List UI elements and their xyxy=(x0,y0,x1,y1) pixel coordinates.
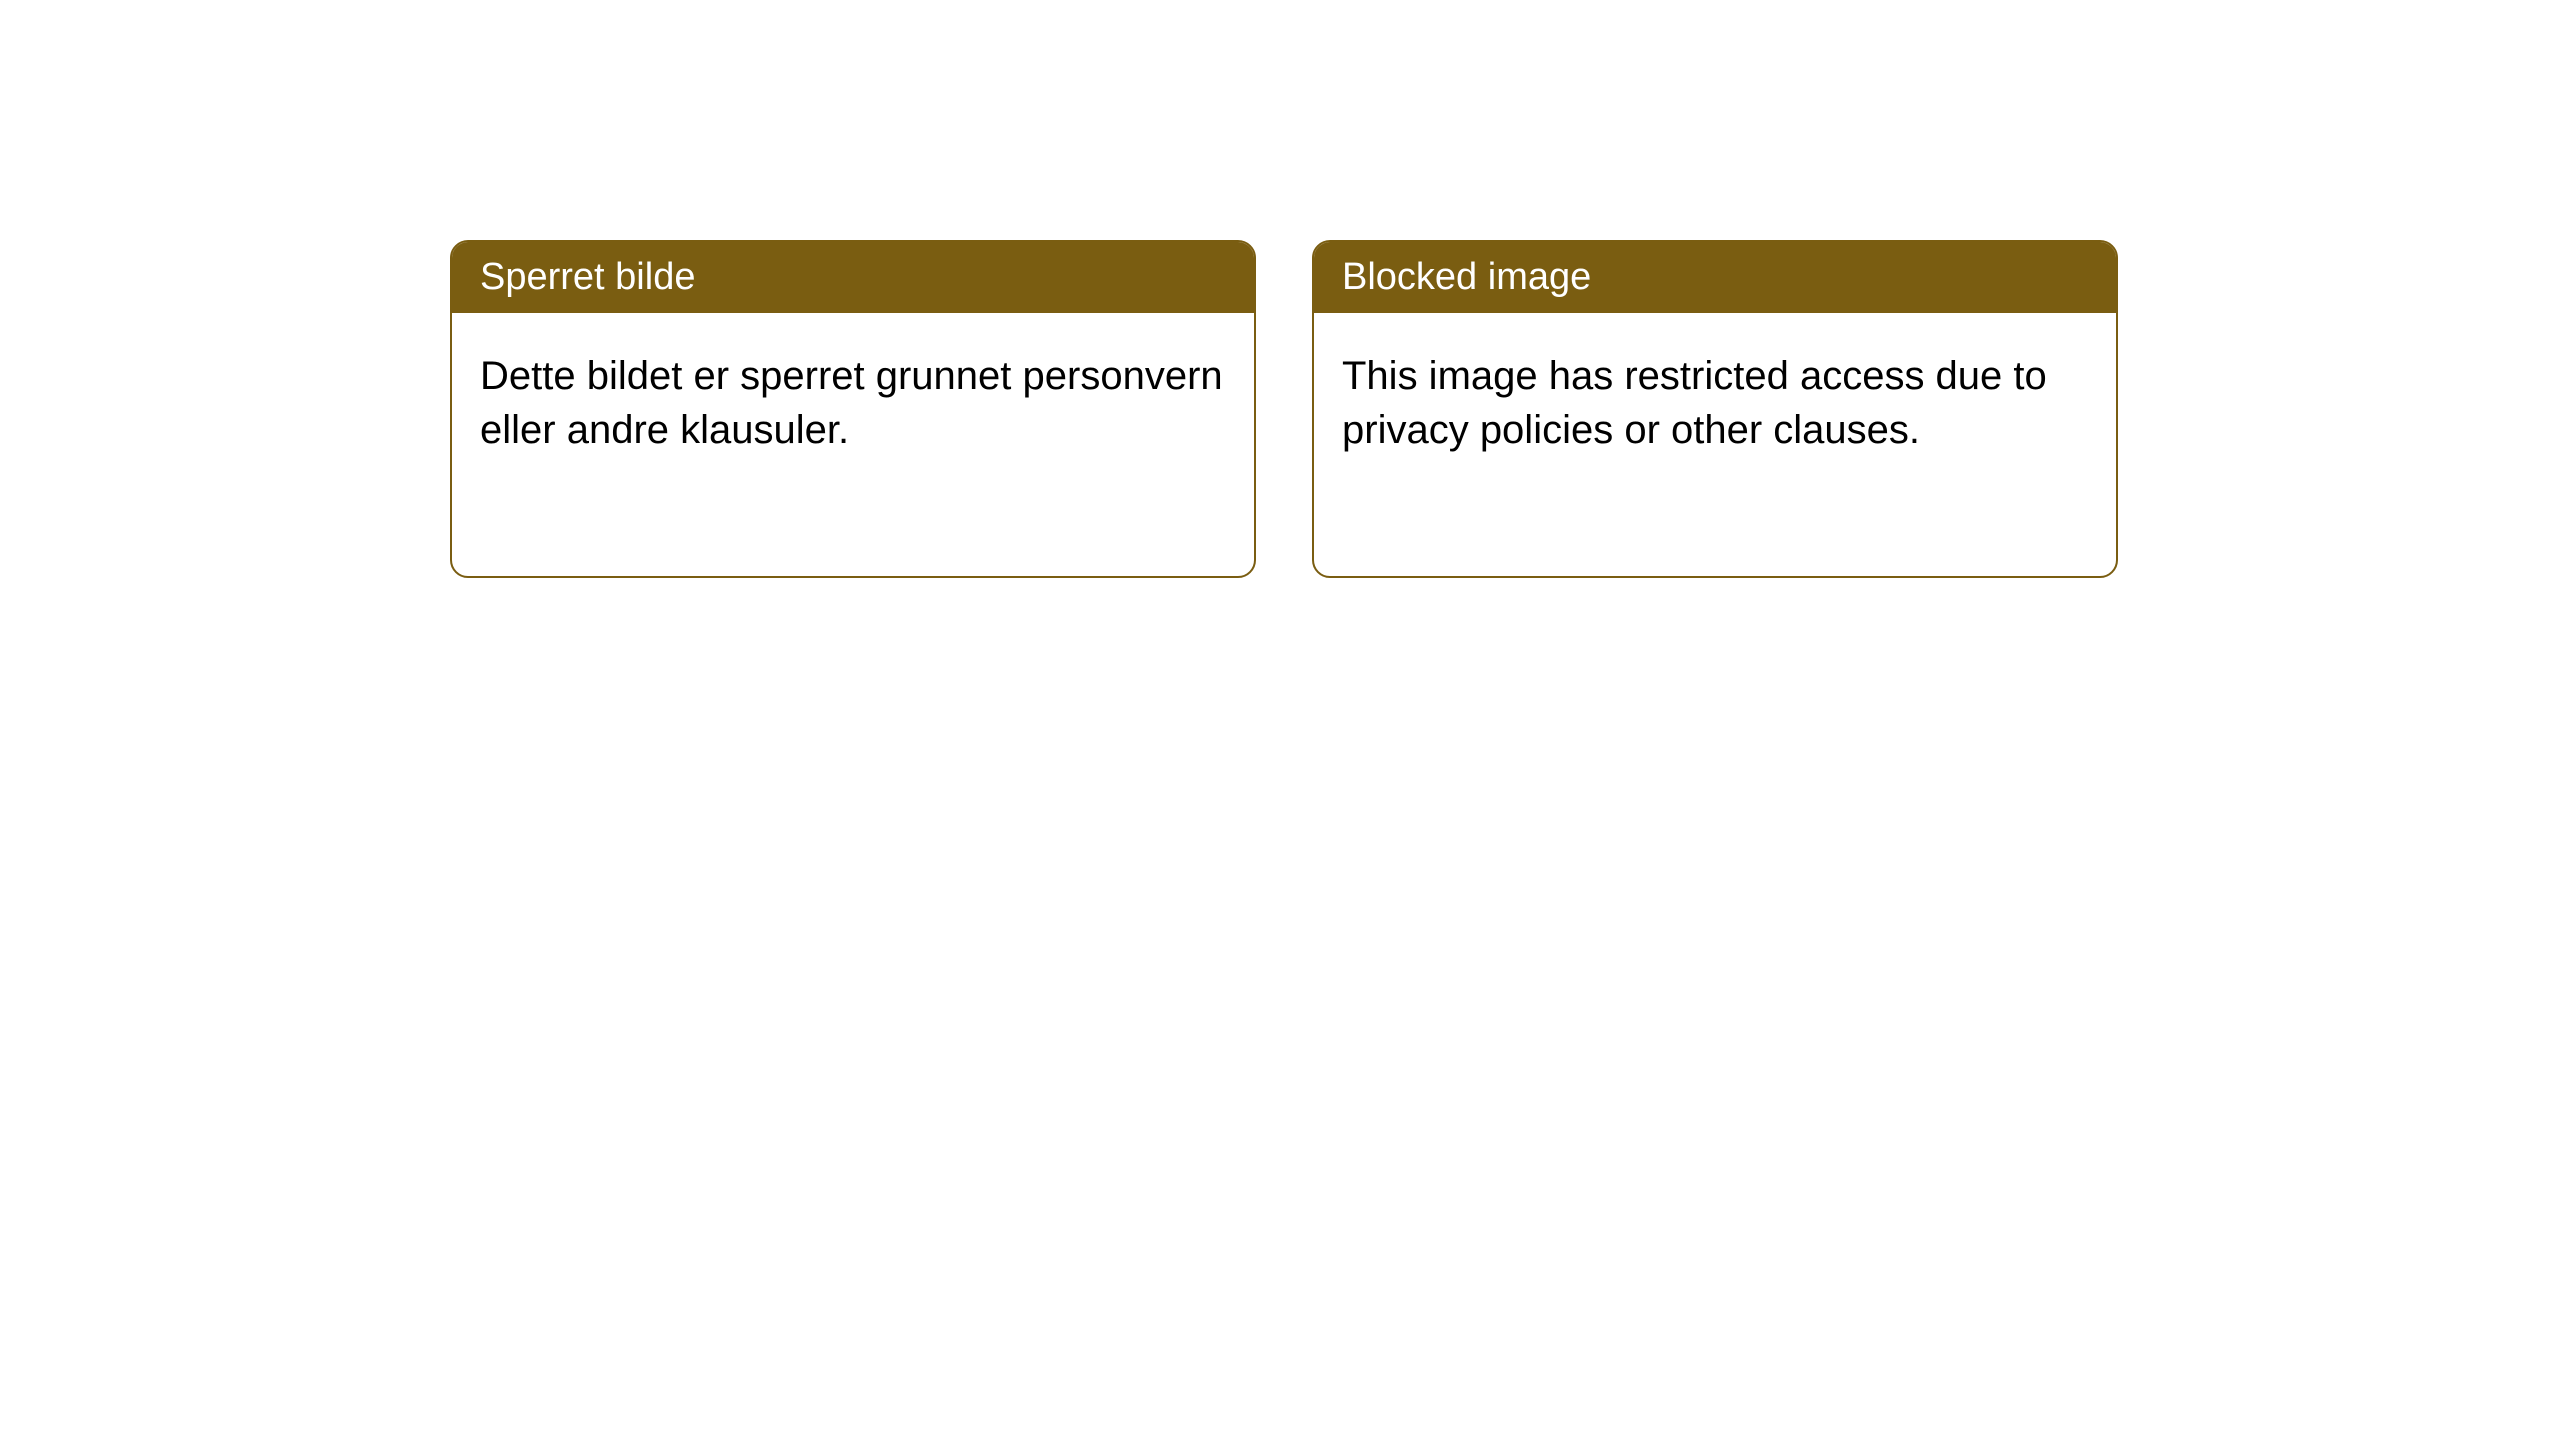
card-title: Blocked image xyxy=(1342,256,1591,298)
card-body-text: Dette bildet er sperret grunnet personve… xyxy=(480,354,1223,452)
card-body-text: This image has restricted access due to … xyxy=(1342,354,2047,452)
card-body: Dette bildet er sperret grunnet personve… xyxy=(452,313,1254,493)
card-body: This image has restricted access due to … xyxy=(1314,313,2116,493)
blocked-image-card-norwegian: Sperret bilde Dette bildet er sperret gr… xyxy=(450,240,1256,578)
card-title: Sperret bilde xyxy=(480,256,695,298)
notice-cards-container: Sperret bilde Dette bildet er sperret gr… xyxy=(450,240,2118,578)
blocked-image-card-english: Blocked image This image has restricted … xyxy=(1312,240,2118,578)
card-header: Blocked image xyxy=(1314,242,2116,313)
card-header: Sperret bilde xyxy=(452,242,1254,313)
